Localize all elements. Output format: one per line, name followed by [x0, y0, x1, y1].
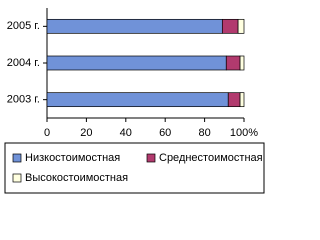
y-tick-label: 2005 г.	[7, 20, 40, 32]
x-tick-label: 20	[80, 127, 92, 139]
legend-label: Низкостоимостная	[25, 152, 120, 164]
legend-swatch	[12, 153, 22, 163]
bar-segment	[239, 92, 245, 108]
y-tick-label: 2003 г.	[7, 94, 40, 106]
bar-segment	[225, 55, 241, 71]
bar-segment	[237, 18, 245, 34]
x-tick-label: 80	[198, 127, 210, 139]
legend-swatch	[146, 153, 156, 163]
bar-segment	[46, 55, 227, 71]
legend-label: Высокостоимостная	[25, 172, 128, 184]
bar-segment	[46, 18, 223, 34]
y-tick-label: 2004 г.	[7, 57, 40, 69]
bar-segment	[221, 18, 239, 34]
bar-segment	[227, 92, 241, 108]
x-tick-label: 100%	[230, 127, 258, 139]
legend-box	[4, 142, 265, 194]
legend-label: Среднестоимостная	[159, 152, 263, 164]
x-tick-label: 40	[120, 127, 132, 139]
x-tick-label: 0	[44, 127, 50, 139]
bar-segment	[239, 55, 245, 71]
chart: 0 20 40 60 80 100% 2005 г. 2004 г. 2003 г. Низкос…	[4, 8, 265, 194]
bar-segment	[46, 92, 229, 108]
legend-swatch	[12, 173, 22, 183]
x-tick-label: 60	[159, 127, 171, 139]
